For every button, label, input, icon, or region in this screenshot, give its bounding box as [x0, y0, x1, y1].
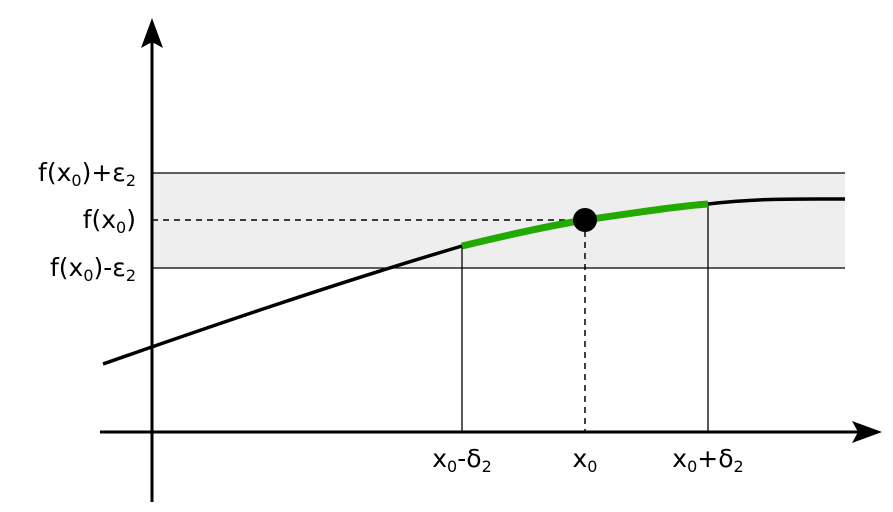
label-x0: x0 — [572, 444, 598, 476]
x-axis-arrow — [852, 421, 882, 443]
label-x0-minus-delta: x0-δ2 — [432, 444, 492, 476]
label-f-x0-minus-epsilon: f(x0)-ε2 — [49, 253, 136, 285]
label-f-x0-plus-epsilon: f(x0)+ε2 — [38, 158, 136, 190]
point-x0 — [573, 208, 597, 232]
label-x0-plus-delta: x0+δ2 — [672, 444, 744, 476]
label-f-x0: f(x0) — [82, 205, 136, 237]
y-axis-arrow — [141, 18, 163, 48]
